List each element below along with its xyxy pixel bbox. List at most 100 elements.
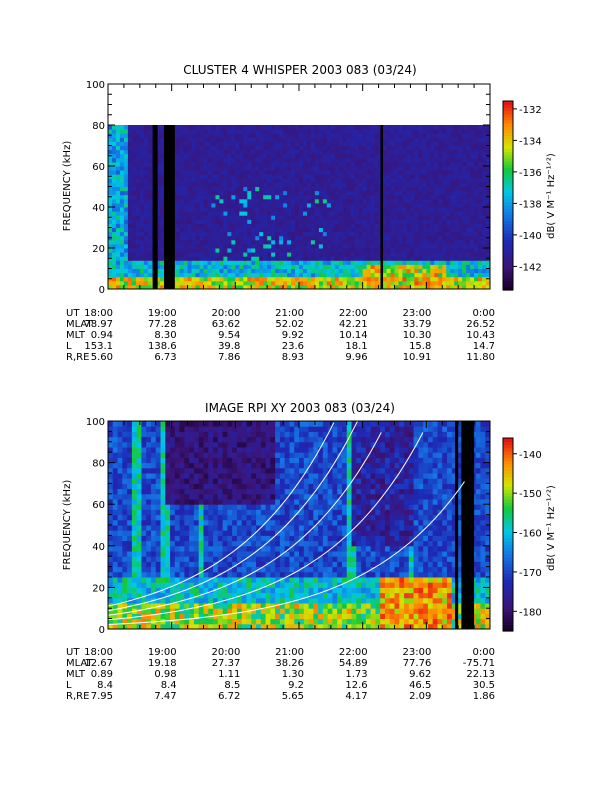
spectrogram-cell	[454, 182, 459, 187]
spectrogram-cell	[183, 174, 189, 179]
spectrogram-cell	[165, 545, 171, 552]
spectrogram-cell	[198, 623, 204, 630]
colorbar-swatch	[503, 214, 513, 219]
spectrogram-cell	[251, 252, 256, 257]
spectrogram-cell	[189, 462, 195, 469]
spectrogram-cell	[470, 227, 475, 233]
spectrogram-cell	[394, 260, 399, 265]
spectrogram-cell	[207, 231, 212, 237]
spectrogram-cell	[203, 519, 209, 526]
spectrogram-cell	[122, 514, 128, 521]
spectrogram-cell	[207, 235, 212, 241]
spectrogram-cell	[184, 618, 190, 625]
spectrogram-cell	[287, 215, 292, 220]
spectrogram-cell	[165, 509, 171, 516]
spectrogram-cell	[139, 198, 145, 204]
spectrogram-cell	[390, 235, 395, 241]
spectrogram-cell	[438, 280, 443, 286]
colorbar-swatch	[503, 217, 513, 222]
spectrogram-cell	[267, 190, 272, 196]
spectrogram-cell	[366, 256, 372, 261]
spectrogram-cell	[478, 223, 483, 228]
spectrogram-cell	[141, 587, 147, 594]
spectrogram-cell	[466, 145, 471, 151]
spectrogram-cell	[170, 587, 176, 594]
spectrogram-cell	[203, 186, 208, 192]
spectrogram-cell	[119, 215, 125, 220]
spectrogram-cell	[370, 182, 376, 187]
spectrogram-cell	[275, 215, 280, 220]
spectrogram-cell	[430, 190, 435, 196]
spectrogram-cell	[486, 186, 491, 192]
spectrogram-cell	[139, 202, 145, 208]
spectrogram-cell	[135, 260, 141, 265]
spectrogram-cell	[122, 540, 128, 547]
spectrogram-cell	[255, 194, 260, 200]
spectrogram-cell	[374, 280, 380, 286]
spectrogram-cell	[155, 514, 162, 521]
spectrogram-cell	[314, 141, 320, 146]
spectrogram-cell	[189, 623, 195, 630]
spectrogram-cell	[438, 227, 443, 233]
spectrogram-cell	[279, 248, 284, 253]
spectrogram-cell	[334, 272, 340, 278]
spectrogram-cell	[295, 137, 300, 142]
spectrogram-cell	[410, 202, 415, 208]
spectrogram-cell	[259, 198, 264, 204]
spectrogram-cell	[299, 153, 304, 159]
spectrogram-cell	[155, 129, 161, 134]
spectrogram-cell	[127, 141, 133, 146]
spectrogram-cell	[350, 256, 356, 261]
spectrogram-cell	[406, 198, 411, 204]
spectrogram-cell	[122, 592, 128, 599]
spectrogram-cell	[474, 194, 479, 200]
spectrogram-cell	[213, 582, 219, 588]
spectrogram-cell	[450, 252, 455, 257]
spectrogram-cell	[198, 618, 204, 625]
spectrogram-cell	[442, 284, 447, 290]
spectrogram-cell	[146, 556, 152, 562]
spectrogram-cell	[243, 149, 248, 155]
spectrogram-cell	[295, 207, 300, 212]
spectrogram-cell	[115, 264, 121, 269]
spectrogram-cell	[382, 198, 388, 204]
spectrogram-cell	[426, 166, 431, 171]
spectrogram-cell	[450, 198, 455, 204]
spectrogram-cell	[263, 178, 268, 183]
spectrogram-cell	[122, 525, 128, 531]
spectrogram-cell	[342, 166, 348, 171]
spectrogram-cell	[147, 161, 153, 167]
spectrogram-cell	[150, 551, 157, 557]
spectrogram-cell	[306, 202, 312, 208]
spectrogram-cell	[215, 149, 220, 155]
spectrogram-cell	[112, 514, 119, 521]
spectrogram-cell	[434, 280, 439, 286]
spectrogram-cell	[127, 166, 133, 171]
spectrogram-cell	[442, 207, 447, 212]
spectrogram-cell	[127, 276, 133, 282]
spectrogram-cell	[446, 272, 451, 278]
spectrogram-cell	[430, 129, 435, 134]
spectrogram-cell	[478, 268, 483, 274]
spectrogram-cell	[482, 153, 487, 159]
spectrogram-cell	[122, 608, 128, 614]
spectrogram-cell	[179, 623, 185, 630]
spectrogram-cell	[146, 452, 152, 458]
spectrogram-cell	[450, 239, 455, 245]
spectrogram-cell	[382, 215, 388, 220]
spectrogram-cell	[191, 198, 197, 204]
spectrogram-cell	[191, 219, 197, 224]
spectrogram-cell	[267, 211, 272, 216]
spectrogram-cell	[183, 243, 189, 249]
spectrogram-cell	[227, 125, 232, 130]
spectrogram-cell	[370, 133, 376, 138]
spectrogram-cell	[165, 457, 171, 464]
spectrogram-cell	[243, 219, 248, 224]
spectrogram-cell	[287, 260, 292, 265]
spectrogram-cell	[235, 166, 240, 171]
spectrogram-cell	[231, 215, 236, 220]
spectrogram-cell	[362, 280, 368, 286]
spectrogram-cell	[187, 125, 193, 130]
spectrogram-cell	[310, 231, 316, 237]
spectrogram-cell	[183, 231, 189, 237]
